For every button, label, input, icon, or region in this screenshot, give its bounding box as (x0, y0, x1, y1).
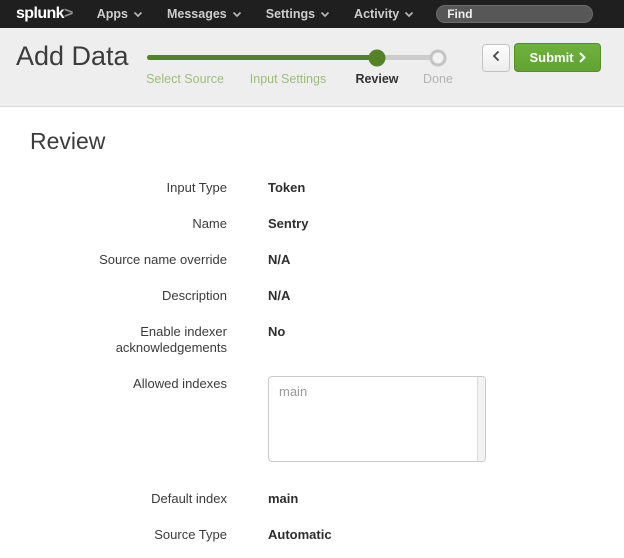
listbox-scrollbar-track[interactable] (477, 377, 485, 461)
listbox-option-main: main (279, 384, 308, 399)
field-label: Enable indexer acknowledgements (115, 324, 227, 355)
nav-item-settings[interactable]: Settings (266, 7, 330, 21)
nav-item-messages[interactable]: Messages (167, 7, 242, 21)
field-value: N/A (268, 288, 291, 303)
submit-button[interactable]: Submit (514, 43, 601, 72)
nav-item-settings-label: Settings (265, 7, 316, 21)
splunk-logo-text: splunk (16, 5, 65, 22)
chevron-down-icon (232, 11, 242, 18)
field-row-allowed-indexes: Allowed indexes main (30, 376, 624, 462)
field-row-name: Name Sentry (30, 216, 624, 232)
field-label: Description (161, 288, 227, 303)
field-label: Default index (151, 491, 227, 506)
wizard-step-select-source[interactable]: Select Source (146, 72, 224, 86)
field-label: Input Type (166, 180, 227, 195)
back-button[interactable] (482, 44, 510, 72)
wizard-step-done: Done (423, 72, 453, 86)
progress-current-step-dot (368, 49, 386, 66)
field-value: N/A (268, 252, 291, 267)
field-row-description: Description N/A (30, 288, 624, 304)
top-navbar: splunk> Apps Messages Settings Activity (0, 0, 624, 28)
find-search-input[interactable] (436, 5, 594, 23)
progress-fill (147, 55, 377, 60)
nav-item-apps[interactable]: Apps (97, 7, 143, 21)
review-panel: Review Input Type Token Name Sentry Sour… (0, 128, 624, 543)
field-label: Name (192, 216, 227, 231)
wizard-step-review: Review (355, 72, 399, 86)
field-row-source-name-override: Source name override N/A (30, 252, 624, 268)
chevron-down-icon (133, 11, 143, 18)
wizard-progress: Select Source Input Settings Review Done (146, 28, 459, 107)
field-label: Allowed indexes (133, 376, 227, 391)
chevron-down-icon (404, 11, 414, 18)
splunk-logo[interactable]: splunk> (16, 0, 73, 28)
page-title: Add Data (16, 41, 129, 71)
field-label: Source name override (99, 252, 227, 267)
field-value: No (268, 324, 286, 339)
field-value: Automatic (268, 527, 332, 542)
field-value: Token (268, 180, 306, 195)
progress-done-step-circle (429, 49, 447, 66)
progress-track (147, 55, 438, 60)
chevron-down-icon (320, 11, 330, 18)
nav-item-activity[interactable]: Activity (354, 7, 414, 21)
nav-item-messages-label: Messages (166, 7, 227, 21)
field-row-source-type: Source Type Automatic (30, 527, 624, 543)
chevron-left-icon (492, 49, 500, 67)
field-row-default-index: Default index main (30, 491, 624, 507)
field-row-indexer-acknowledgements: Enable indexer acknowledgements No (30, 324, 624, 356)
field-label: Source Type (154, 527, 227, 542)
chevron-right-icon (578, 52, 586, 63)
field-value: Sentry (268, 216, 309, 231)
field-row-input-type: Input Type Token (30, 180, 624, 196)
review-heading: Review (30, 128, 106, 154)
submit-button-label: Submit (529, 50, 574, 65)
field-value: main (268, 491, 299, 506)
wizard-step-input-settings[interactable]: Input Settings (249, 72, 327, 86)
allowed-indexes-listbox[interactable]: main (268, 376, 486, 462)
nav-item-activity-label: Activity (354, 7, 400, 21)
nav-item-apps-label: Apps (96, 7, 128, 21)
splunk-logo-chevron: > (63, 5, 73, 22)
page-header: Add Data Select Source Input Settings Re… (0, 28, 624, 107)
